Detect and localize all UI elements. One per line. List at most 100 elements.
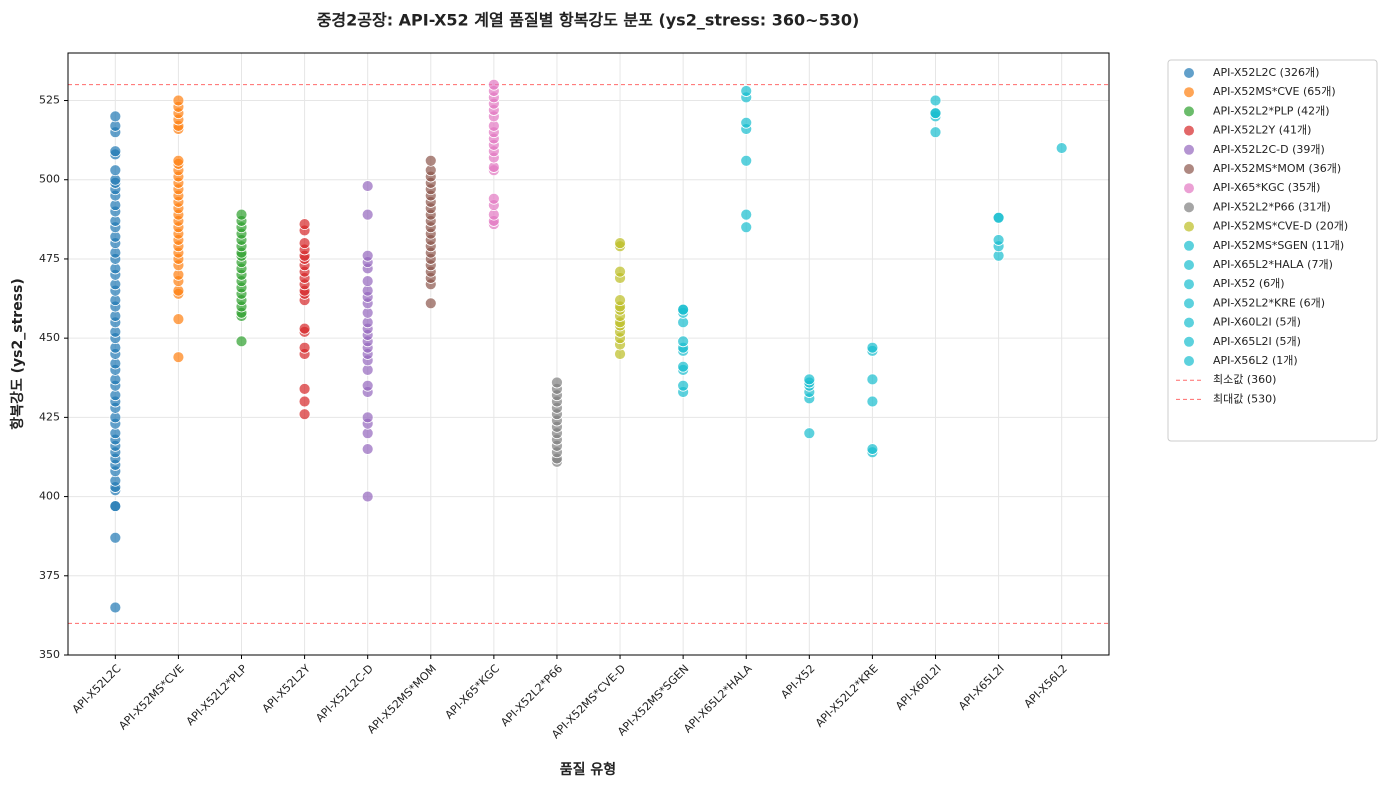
legend-marker bbox=[1184, 164, 1194, 174]
data-point bbox=[740, 154, 753, 167]
x-tick-label: API-X52L2C-D bbox=[313, 662, 376, 725]
data-point bbox=[740, 221, 753, 234]
data-point bbox=[298, 382, 311, 395]
data-point bbox=[109, 601, 122, 614]
legend-label: API-X52MS*MOM (36개) bbox=[1213, 162, 1341, 175]
legend-marker bbox=[1184, 144, 1194, 155]
x-tick-label: API-X52L2Y bbox=[260, 662, 313, 715]
data-point bbox=[551, 376, 563, 389]
y-tick-label: 525 bbox=[39, 94, 60, 107]
data-point bbox=[361, 379, 374, 392]
legend-label: API-X52L2Y (41개) bbox=[1213, 124, 1311, 137]
data-point bbox=[172, 351, 185, 364]
x-tick-label: API-X52L2C bbox=[70, 662, 124, 716]
plot-frame bbox=[67, 52, 1110, 656]
legend-label: API-X65L2*HALA (7개) bbox=[1213, 258, 1333, 271]
x-tick-label: API-X60L2I bbox=[893, 662, 944, 713]
data-point bbox=[866, 395, 879, 408]
data-point bbox=[235, 335, 248, 348]
x-tick-label: API-X56L2 bbox=[1021, 662, 1069, 710]
data-point bbox=[298, 408, 311, 421]
legend-label: 최소값 (360) bbox=[1213, 373, 1276, 386]
data-point bbox=[172, 94, 185, 107]
data-point bbox=[992, 211, 1005, 224]
data-point bbox=[109, 500, 122, 512]
legend-marker bbox=[1184, 317, 1194, 328]
legend: API-X52L2C (326개) API-X52MS*CVE (65개) API-… bbox=[1167, 59, 1378, 442]
legend-marker bbox=[1184, 260, 1194, 270]
data-point bbox=[677, 335, 690, 348]
data-point bbox=[109, 164, 122, 177]
legend-label: API-X52MS*CVE (65개) bbox=[1213, 85, 1336, 98]
y-tick-label: 475 bbox=[39, 252, 60, 265]
grid: 350375400425450475500525API-X52L2CAPI-X5… bbox=[39, 53, 1109, 741]
data-point bbox=[740, 116, 753, 129]
x-axis-label: 품질 유형 bbox=[560, 761, 616, 778]
data-point bbox=[992, 234, 1005, 246]
data-point bbox=[424, 297, 437, 310]
data-point bbox=[361, 411, 374, 424]
y-axis-label: 항복강도 (ys2_stress) bbox=[9, 278, 26, 429]
legend-marker bbox=[1184, 68, 1194, 78]
x-tick-label: API-X52 bbox=[778, 662, 817, 701]
y-tick-label: 350 bbox=[39, 648, 60, 661]
legend-label: API-X65*KGC (35개) bbox=[1213, 181, 1320, 194]
data-point bbox=[614, 265, 626, 278]
data-point bbox=[487, 192, 500, 205]
x-tick-label: API-X65L2I bbox=[956, 662, 1007, 713]
legend-marker bbox=[1184, 240, 1194, 251]
legend-marker bbox=[1184, 356, 1194, 366]
data-point bbox=[677, 303, 690, 316]
data-point bbox=[866, 373, 879, 386]
data-point bbox=[677, 360, 690, 373]
legend-label: API-X60L2I (5개) bbox=[1213, 316, 1301, 329]
y-tick-label: 400 bbox=[39, 490, 60, 503]
data-point bbox=[361, 180, 374, 192]
legend-label: API-X52L2*KRE (6개) bbox=[1213, 296, 1325, 309]
x-tick-label: API-X65L2*HALA bbox=[681, 662, 755, 736]
y-tick-label: 450 bbox=[39, 331, 60, 344]
legend-label: API-X56L2 (1개) bbox=[1213, 354, 1298, 367]
data-point bbox=[109, 110, 122, 123]
data-point bbox=[929, 94, 942, 107]
data-point bbox=[424, 154, 437, 167]
data-point bbox=[929, 126, 942, 139]
x-tick-label: API-X52MS*MOM bbox=[365, 662, 439, 736]
data-point bbox=[614, 294, 626, 307]
legend-marker bbox=[1184, 183, 1194, 194]
legend-marker bbox=[1184, 221, 1194, 232]
data-point bbox=[172, 313, 185, 326]
data-point bbox=[866, 443, 879, 455]
data-point bbox=[298, 322, 311, 335]
data-point bbox=[803, 427, 816, 440]
data-point bbox=[172, 154, 185, 167]
legend-label: API-X52L2*PLP (42개) bbox=[1213, 104, 1330, 117]
y-tick-label: 500 bbox=[39, 173, 60, 186]
legend-label: API-X52MS*SGEN (11개) bbox=[1213, 239, 1344, 252]
data-point bbox=[298, 237, 311, 250]
legend-marker bbox=[1184, 336, 1194, 347]
data-point bbox=[361, 275, 374, 288]
data-point bbox=[740, 85, 753, 97]
data-point bbox=[298, 395, 311, 408]
legend-marker bbox=[1184, 202, 1194, 213]
chart-title: 중경2공장: API-X52 계열 품질별 항복강도 분포 (ys2_stres… bbox=[317, 11, 860, 30]
legend-label: API-X52L2C (326개) bbox=[1213, 66, 1319, 79]
data-point bbox=[109, 531, 122, 544]
legend-label: API-X52L2*P66 (31개) bbox=[1213, 200, 1331, 213]
data-point bbox=[361, 249, 374, 262]
data-point bbox=[361, 490, 374, 503]
data-point bbox=[298, 218, 311, 230]
x-tick-label: API-X52MS*CVE bbox=[116, 662, 186, 732]
data-point bbox=[235, 208, 248, 221]
data-point bbox=[929, 107, 942, 120]
data-point bbox=[677, 379, 690, 392]
legend-label: API-X65L2I (5개) bbox=[1213, 335, 1301, 348]
data-point bbox=[487, 78, 500, 91]
data-point bbox=[614, 237, 626, 250]
y-tick-label: 375 bbox=[39, 569, 60, 582]
data-point bbox=[803, 373, 816, 386]
legend-label: 최대값 (530) bbox=[1213, 392, 1276, 405]
x-tick-label: API-X52L2*KRE bbox=[813, 662, 881, 730]
